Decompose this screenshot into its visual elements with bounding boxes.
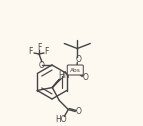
- Text: O: O: [82, 73, 88, 82]
- Text: O: O: [39, 61, 45, 71]
- Text: F: F: [44, 48, 48, 56]
- Text: HO: HO: [55, 115, 67, 124]
- Text: F: F: [28, 48, 32, 56]
- Text: HN: HN: [58, 71, 70, 80]
- Text: Abs: Abs: [70, 68, 81, 73]
- Text: O: O: [75, 107, 81, 116]
- FancyBboxPatch shape: [67, 65, 83, 75]
- Text: F: F: [37, 42, 41, 52]
- Text: O: O: [75, 55, 81, 64]
